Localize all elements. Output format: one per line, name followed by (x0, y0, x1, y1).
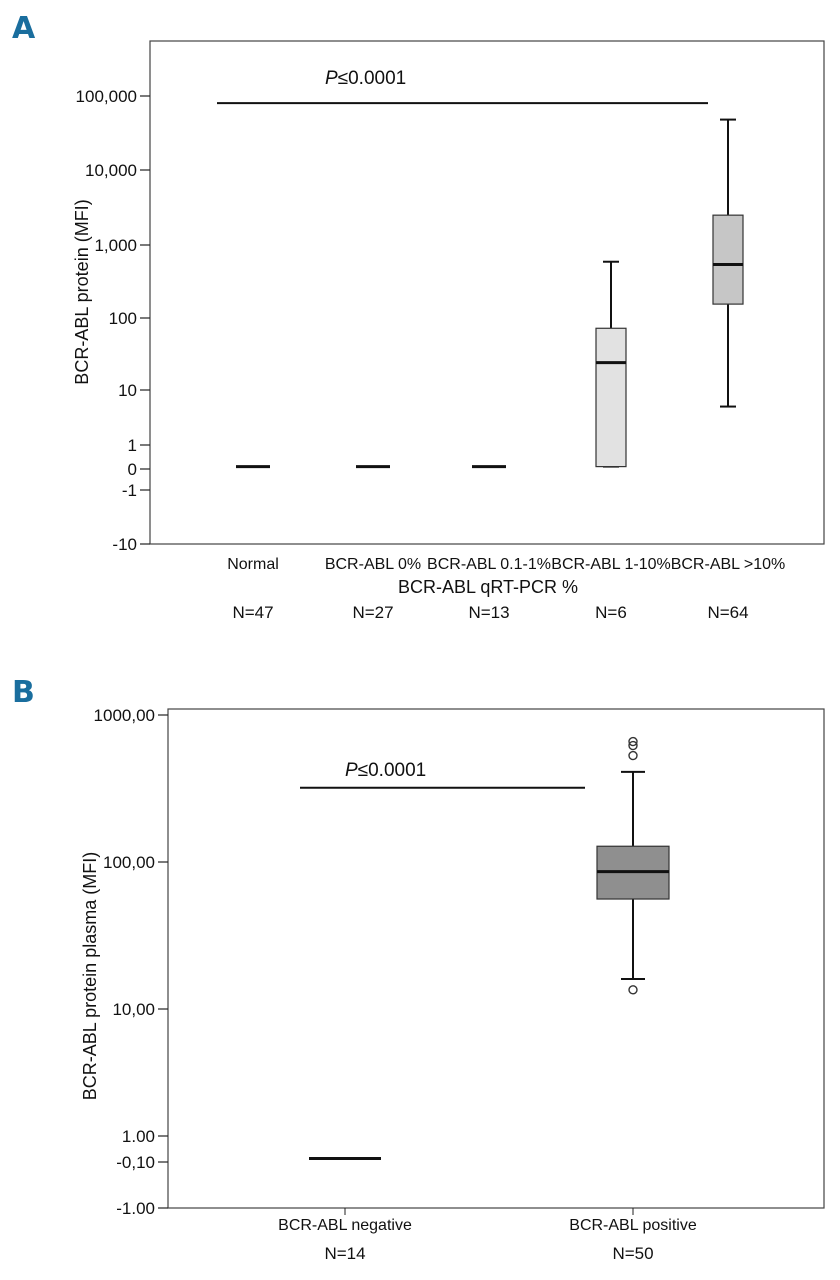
panel-a-n-count: N=27 (352, 603, 393, 622)
panel-b-n-count: N=50 (612, 1244, 653, 1263)
panel-a-category-label: Normal (227, 556, 279, 573)
panel-b-y-tick-label: 1.00 (122, 1127, 155, 1146)
panel-b-p-text: ≤0.0001 (358, 760, 427, 781)
panel-a-category-label: BCR-ABL >10% (671, 556, 786, 573)
panel-a-plot: 100,00010,0001,0001001010-1-10NormalN=47… (76, 87, 786, 622)
outlier-point (628, 740, 638, 751)
panel-a-category-label: BCR-ABL 0.1-1% (427, 556, 551, 573)
panel-a-p-letter: P (325, 68, 338, 89)
panel-a-n-count: N=47 (232, 603, 273, 622)
panel-b-p-letter: P (345, 760, 358, 781)
panel-b-y-tick-label: -0,10 (116, 1153, 155, 1172)
panel-b-n-count: N=14 (324, 1244, 365, 1263)
panel-b-p-value: P≤0.0001 (345, 760, 426, 781)
panel-label-b: B (12, 675, 35, 710)
panel-a-y-tick-label: -1 (122, 481, 137, 500)
panel-a-y-tick-label: 100 (109, 309, 137, 328)
panel-a-y-tick-label: 10 (118, 381, 137, 400)
panel-a-frame (149, 40, 825, 545)
panel-a-category-label: BCR-ABL 0% (325, 556, 421, 573)
panel-a-y-tick-label: 0 (128, 460, 137, 479)
outlier-point (628, 736, 638, 747)
outlier-point (628, 985, 638, 995)
outlier-point (628, 750, 638, 761)
panel-a-y-axis-label: BCR-ABL protein (MFI) (72, 199, 92, 384)
panel-a-y-tick-label: 1,000 (94, 236, 137, 255)
panel-b-y-tick-label: 1000,00 (94, 706, 155, 725)
box-iqr (712, 214, 744, 305)
panel-b-category-label: BCR-ABL negative (278, 1217, 412, 1234)
panel-b-frame (167, 708, 825, 1209)
panel-a-y-tick-label: 10,000 (85, 161, 137, 180)
panel-a-p-value: P≤0.0001 (325, 68, 406, 89)
box-iqr (595, 327, 627, 468)
panel-a-n-count: N=6 (595, 603, 627, 622)
panel-label-a: A (12, 11, 36, 46)
panel-a-n-count: N=64 (707, 603, 748, 622)
panel-b-y-tick-label: -1.00 (116, 1199, 155, 1218)
panel-b-y-tick-label: 100,00 (103, 853, 155, 872)
panel-a-y-tick-label: 100,000 (76, 87, 137, 106)
panel-a-y-tick-label: -10 (112, 535, 137, 554)
panel-a-x-axis-label: BCR-ABL qRT-PCR % (398, 577, 578, 597)
panel-b-plot: 1000,00 100,00 10,00 1.00 -0,10 -1.00 BCR-ABL … (94, 706, 697, 1263)
panel-a-y-tick-label: 1 (128, 436, 137, 455)
panel-a-category-label: BCR-ABL 1-10% (551, 556, 670, 573)
panel-b-category-label: BCR-ABL positive (569, 1217, 697, 1234)
panel-b-y-axis-label: BCR-ABL protein plasma (MFI) (80, 852, 100, 1100)
panel-b-y-tick-label: 10,00 (112, 1000, 155, 1019)
panel-a-n-count: N=13 (468, 603, 509, 622)
panel-a-p-text: ≤0.0001 (338, 68, 407, 89)
